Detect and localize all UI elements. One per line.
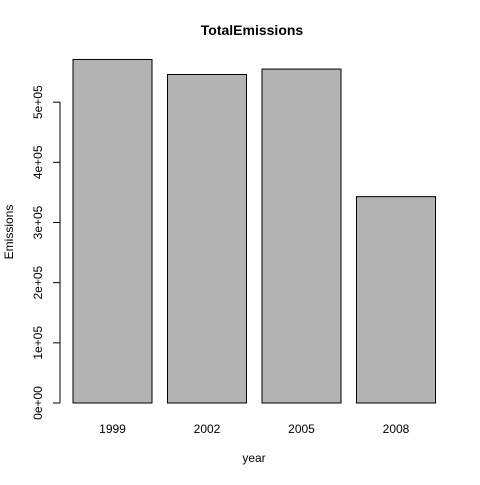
x-tick-label: 1999 xyxy=(99,422,126,436)
x-tick-label: 2005 xyxy=(288,422,315,436)
y-tick-label: 0e+00 xyxy=(31,386,45,420)
bar xyxy=(356,196,436,404)
bar xyxy=(261,68,342,404)
bar xyxy=(72,58,153,404)
y-tick-label: 3e+05 xyxy=(31,205,45,239)
y-tick-label: 2e+05 xyxy=(31,265,45,299)
y-axis-label: Emissions xyxy=(2,205,16,260)
x-axis-label: year xyxy=(242,451,265,465)
x-tick-label: 2002 xyxy=(194,422,221,436)
y-tick-label: 4e+05 xyxy=(31,145,45,179)
bar xyxy=(167,73,247,404)
x-tick-label: 2008 xyxy=(383,422,410,436)
y-tick-label: 1e+05 xyxy=(31,326,45,360)
chart-title: TotalEmissions xyxy=(201,22,304,38)
y-tick-label: 5e+05 xyxy=(31,85,45,119)
